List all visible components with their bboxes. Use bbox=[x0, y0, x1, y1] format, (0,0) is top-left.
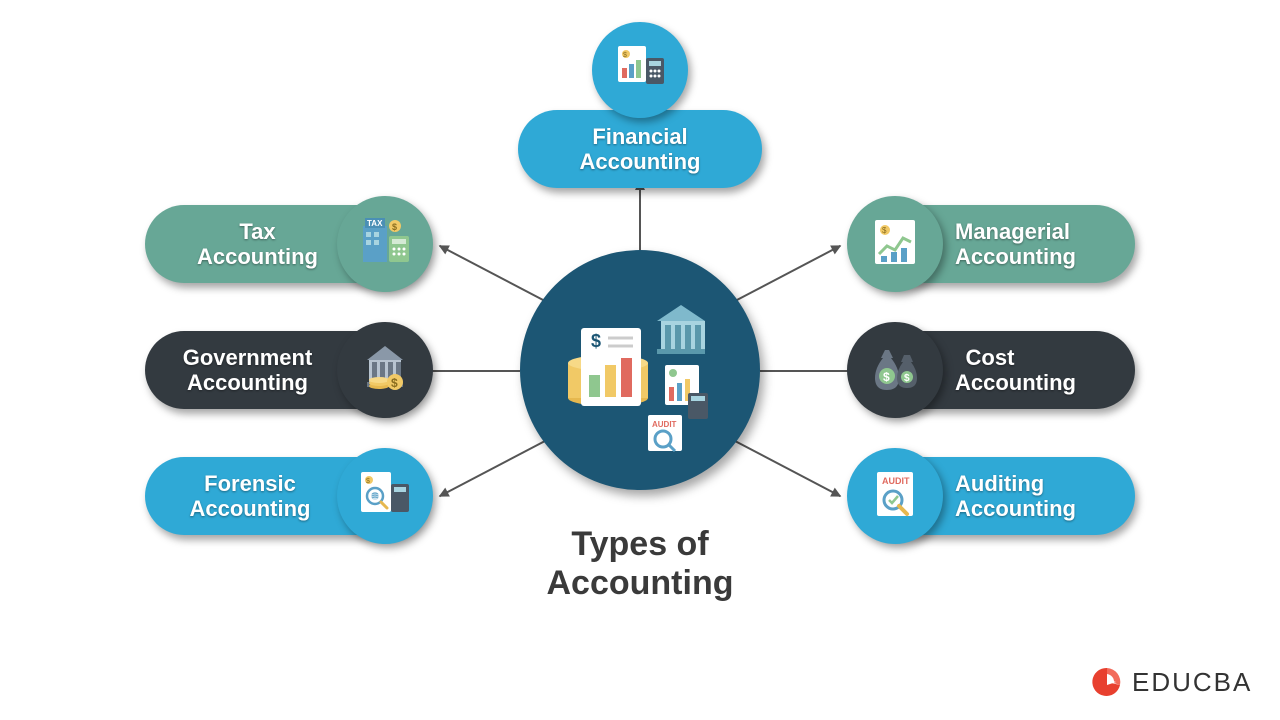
svg-text:TAX: TAX bbox=[367, 219, 383, 228]
connector-line bbox=[760, 370, 860, 372]
tax-label: TaxAccounting bbox=[145, 219, 325, 270]
chart-document-icon: $ bbox=[610, 38, 670, 103]
financial-label: FinancialAccounting bbox=[518, 124, 762, 175]
financial-pill: FinancialAccounting bbox=[518, 110, 762, 188]
government-label: GovernmentAccounting bbox=[145, 345, 325, 396]
auditing-icon-circle: AUDIT bbox=[847, 448, 943, 544]
center-hub: $ AUDIT bbox=[520, 250, 760, 490]
financial-icon-circle: $ bbox=[592, 22, 688, 118]
svg-text:$: $ bbox=[391, 376, 398, 390]
svg-text:AUDIT: AUDIT bbox=[652, 420, 677, 429]
connector-line bbox=[440, 245, 546, 302]
svg-text:$: $ bbox=[591, 331, 601, 351]
connector-line bbox=[440, 440, 546, 497]
audit-document-icon: AUDIT bbox=[865, 464, 925, 529]
educba-logo: EDUCBA bbox=[1090, 665, 1252, 699]
connector-line bbox=[639, 181, 641, 261]
logo-text: EDUCBA bbox=[1132, 667, 1252, 698]
svg-text:$: $ bbox=[392, 222, 397, 232]
growth-chart-icon: $ bbox=[865, 212, 925, 277]
center-title-line2: Accounting bbox=[547, 564, 734, 602]
connector-line bbox=[735, 440, 841, 497]
tax-building-icon: TAX $ bbox=[355, 212, 415, 277]
svg-text:$: $ bbox=[883, 370, 890, 384]
center-title-line1: Types of bbox=[571, 525, 708, 563]
connector-line bbox=[735, 245, 841, 302]
forensic-document-icon: $ bbox=[355, 464, 415, 529]
center-title: Types of Accounting bbox=[510, 525, 770, 603]
educba-logo-icon bbox=[1090, 665, 1124, 699]
svg-text:AUDIT: AUDIT bbox=[882, 476, 910, 486]
connector-line bbox=[420, 370, 520, 372]
cost-icon-circle: $$ bbox=[847, 322, 943, 418]
money-bags-icon: $$ bbox=[865, 338, 925, 403]
svg-text:$: $ bbox=[623, 52, 627, 59]
managerial-icon-circle: $ bbox=[847, 196, 943, 292]
government-building-icon: $ bbox=[355, 338, 415, 403]
tax-icon-circle: TAX $ bbox=[337, 196, 433, 292]
svg-text:$: $ bbox=[882, 226, 887, 235]
government-icon-circle: $ bbox=[337, 322, 433, 418]
diagram-canvas: $ AUDIT bbox=[0, 0, 1280, 720]
svg-text:$: $ bbox=[366, 478, 370, 485]
accounting-hub-icon: $ AUDIT bbox=[553, 283, 728, 458]
forensic-icon-circle: $ bbox=[337, 448, 433, 544]
svg-text:$: $ bbox=[904, 373, 910, 384]
forensic-label: ForensicAccounting bbox=[145, 471, 325, 522]
